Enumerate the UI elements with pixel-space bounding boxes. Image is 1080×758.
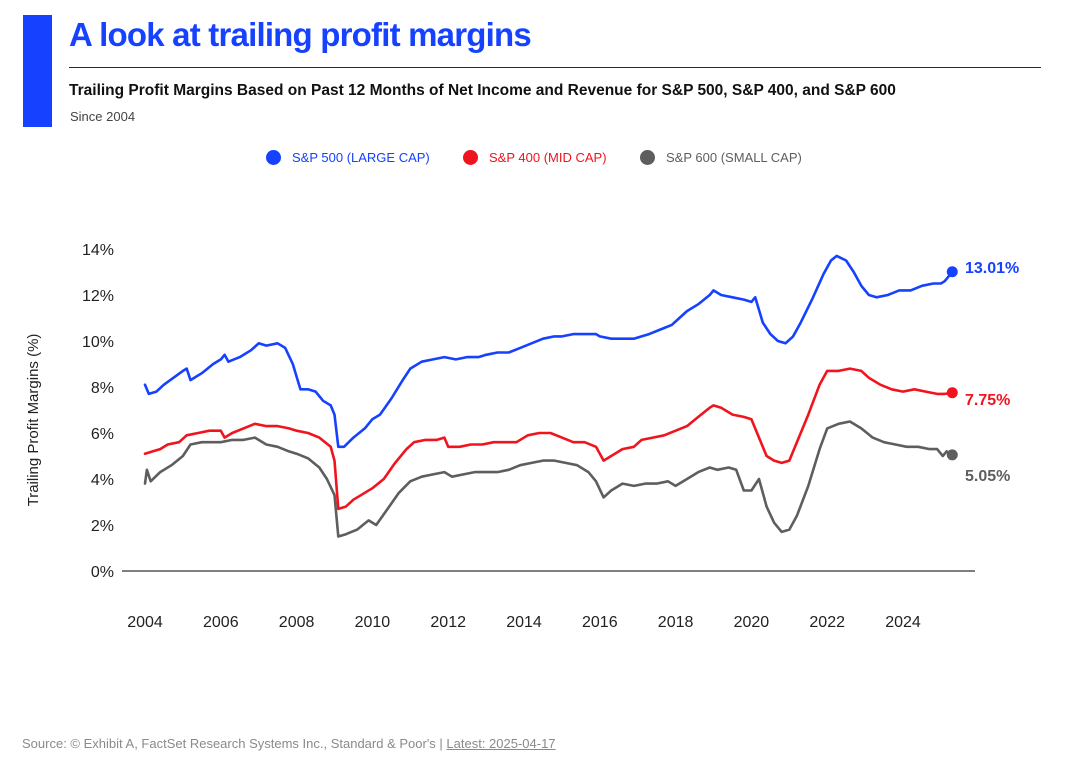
x-tick-label: 2012 [430,614,466,631]
legend-item-sp500: S&P 500 (LARGE CAP) [266,150,430,165]
legend-item-sp400: S&P 400 (MID CAP) [463,150,607,165]
y-tick-label: 12% [82,288,114,305]
source-footer: Source: © Exhibit A, FactSet Research Sy… [22,736,556,751]
series-end-marker [946,266,958,278]
legend-label-sp400: S&P 400 (MID CAP) [489,150,607,165]
legend-swatch-sp600 [640,150,655,165]
x-tick-label: 2006 [203,614,239,631]
y-tick-label: 10% [82,334,114,351]
series-line-sp400 [143,367,954,511]
series-end-label: 13.01% [965,260,1019,277]
y-tick-label: 6% [91,426,114,443]
series-end-marker [946,449,958,461]
y-tick-label: 2% [91,518,114,535]
series-line-sp600 [143,420,954,538]
y-tick-label: 4% [91,472,114,489]
x-tick-label: 2004 [127,614,163,631]
x-tick-label: 2020 [734,614,770,631]
y-tick-label: 8% [91,380,114,397]
page-title: A look at trailing profit margins [69,16,532,53]
series-line-sp500 [143,254,954,449]
x-tick-label: 2008 [279,614,315,631]
series-end-label: 7.75% [965,392,1010,409]
x-tick-label: 2014 [506,614,542,631]
legend-item-sp600: S&P 600 (SMALL CAP) [640,150,802,165]
y-tick-label: 0% [91,564,114,581]
source-text: Source: © Exhibit A, FactSet Research Sy… [22,736,447,751]
legend-swatch-sp400 [463,150,478,165]
line-chart: 0% 2% 4% 6% 8% 10% 12% 14% 2004 2006 2008 2010 2012 2… [25,242,1019,631]
series-end-label: 5.05% [965,468,1010,485]
x-tick-label: 2010 [355,614,391,631]
x-tick-label: 2016 [582,614,618,631]
since-note: Since 2004 [70,109,136,124]
chart-subtitle: Trailing Profit Margins Based on Past 12… [69,82,896,99]
legend-swatch-sp500 [266,150,281,165]
accent-bar [23,15,52,127]
x-tick-label: 2024 [885,614,921,631]
title-divider [69,67,1041,68]
x-tick-label: 2018 [658,614,694,631]
x-tick-label: 2022 [809,614,845,631]
legend-label-sp600: S&P 600 (SMALL CAP) [666,150,802,165]
series-end-marker [946,387,958,399]
latest-date-link[interactable]: Latest: 2025-04-17 [446,736,556,751]
legend-label-sp500: S&P 500 (LARGE CAP) [292,150,430,165]
y-tick-label: 14% [82,242,114,259]
chart-legend: S&P 500 (LARGE CAP) S&P 400 (MID CAP) S&… [0,150,1080,170]
y-axis-label: Trailing Profit Margins (%) [25,334,42,507]
